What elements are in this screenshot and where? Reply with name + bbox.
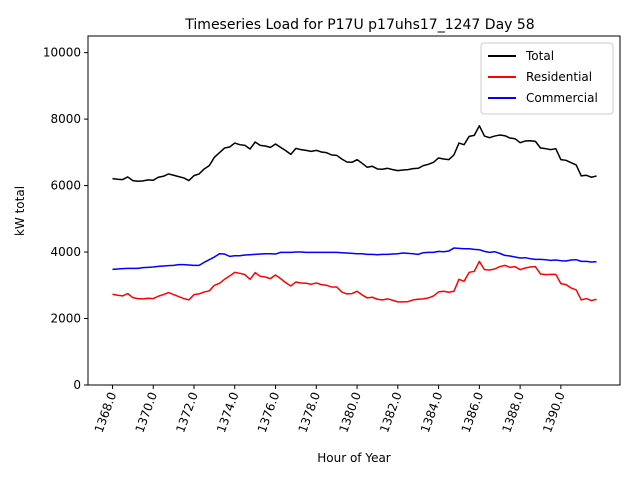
y-tick-label: 6000 <box>50 179 81 193</box>
series-line-total <box>112 124 597 182</box>
legend-label-total: Total <box>525 49 554 63</box>
legend-label-residential: Residential <box>526 70 592 84</box>
y-tick-label: 4000 <box>50 245 81 259</box>
legend: Total Residential Commercial <box>480 42 614 115</box>
x-axis-label: Hour of Year <box>317 451 391 465</box>
plot-frame <box>87 35 621 386</box>
series-line-residential <box>112 260 597 303</box>
legend-box <box>480 42 614 115</box>
y-axis-label: kW total <box>13 186 27 236</box>
y-tick-label: 10000 <box>43 46 81 60</box>
y-tick-label: 2000 <box>50 312 81 326</box>
chart-title: Timeseries Load for P17U p17uhs17_1247 D… <box>184 17 534 33</box>
y-axis: 0 2000 4000 6000 8000 10000 <box>43 46 88 392</box>
legend-label-commercial: Commercial <box>526 91 598 105</box>
y-tick-label: 8000 <box>50 112 81 126</box>
y-tick-label: 0 <box>73 378 81 392</box>
series-line-commercial <box>112 247 597 271</box>
plot-lines <box>112 124 597 303</box>
